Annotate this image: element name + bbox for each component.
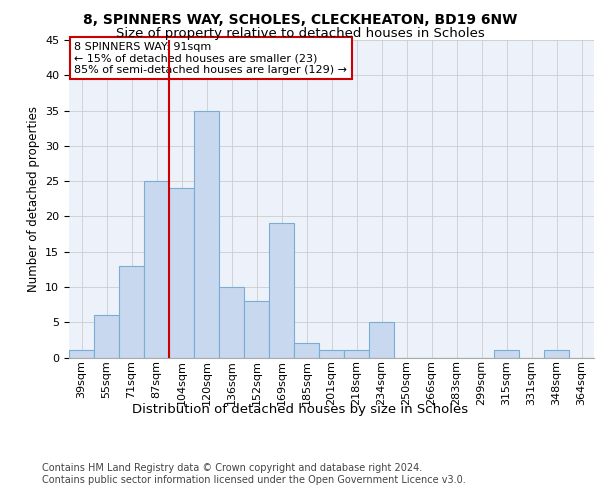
- Bar: [194, 110, 219, 358]
- Text: 8 SPINNERS WAY: 91sqm
← 15% of detached houses are smaller (23)
85% of semi-deta: 8 SPINNERS WAY: 91sqm ← 15% of detached …: [74, 42, 347, 75]
- Bar: [119, 266, 144, 358]
- Bar: [369, 322, 394, 358]
- Bar: [319, 350, 344, 358]
- Bar: [544, 350, 569, 358]
- Bar: [294, 344, 319, 357]
- Bar: [94, 315, 119, 358]
- Bar: [494, 350, 519, 358]
- Bar: [219, 287, 244, 358]
- Bar: [244, 301, 269, 358]
- Y-axis label: Number of detached properties: Number of detached properties: [26, 106, 40, 292]
- Bar: [169, 188, 194, 358]
- Text: Size of property relative to detached houses in Scholes: Size of property relative to detached ho…: [116, 28, 484, 40]
- Bar: [69, 350, 94, 358]
- Text: 8, SPINNERS WAY, SCHOLES, CLECKHEATON, BD19 6NW: 8, SPINNERS WAY, SCHOLES, CLECKHEATON, B…: [83, 12, 517, 26]
- Bar: [344, 350, 369, 358]
- Bar: [144, 181, 169, 358]
- Text: Distribution of detached houses by size in Scholes: Distribution of detached houses by size …: [132, 402, 468, 415]
- Text: Contains HM Land Registry data © Crown copyright and database right 2024.
Contai: Contains HM Land Registry data © Crown c…: [42, 464, 466, 485]
- Bar: [269, 224, 294, 358]
